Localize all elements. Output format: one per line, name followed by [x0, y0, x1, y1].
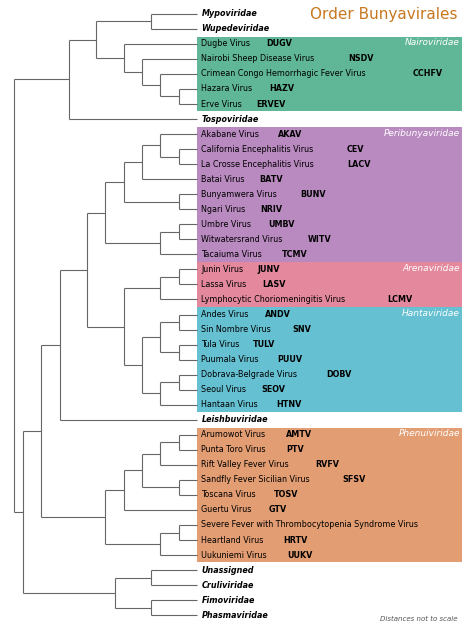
- Text: Severe Fever with Thrombocytopenia Syndrome Virus: Severe Fever with Thrombocytopenia Syndr…: [201, 520, 421, 530]
- Text: Unassigned: Unassigned: [201, 565, 254, 574]
- Text: RVFV: RVFV: [315, 460, 340, 469]
- Text: Distances not to scale: Distances not to scale: [380, 616, 458, 623]
- Text: Lymphocytic Choriomeningitis Virus: Lymphocytic Choriomeningitis Virus: [201, 295, 348, 304]
- Text: Bunyamwera Virus: Bunyamwera Virus: [201, 190, 280, 199]
- Text: Hantaviridae: Hantaviridae: [402, 309, 460, 318]
- Bar: [197, 127, 462, 262]
- Text: Erve Virus: Erve Virus: [201, 99, 245, 109]
- Text: Phasmaviridae: Phasmaviridae: [201, 611, 268, 620]
- Text: Lassa Virus: Lassa Virus: [201, 280, 249, 289]
- Text: La Crosse Encephalitis Virus: La Crosse Encephalitis Virus: [201, 160, 317, 169]
- Text: BUNV: BUNV: [300, 190, 326, 199]
- Text: JUNV: JUNV: [258, 265, 280, 274]
- Text: Ngari Virus: Ngari Virus: [201, 205, 248, 214]
- Text: HRTV: HRTV: [283, 535, 308, 545]
- Text: WITV: WITV: [308, 235, 331, 244]
- Bar: [197, 308, 462, 412]
- Text: Rift Valley Fever Virus: Rift Valley Fever Virus: [201, 460, 291, 469]
- Text: Arumowot Virus: Arumowot Virus: [201, 430, 268, 439]
- Text: Peribunyaviridae: Peribunyaviridae: [384, 129, 460, 138]
- Text: TOSV: TOSV: [274, 491, 298, 499]
- Text: Sandfly Fever Sicilian Virus: Sandfly Fever Sicilian Virus: [201, 476, 312, 484]
- Text: DOBV: DOBV: [326, 370, 351, 379]
- Text: LCMV: LCMV: [387, 295, 412, 304]
- Text: NRIV: NRIV: [261, 205, 283, 214]
- Text: Dobrava-Belgrade Virus: Dobrava-Belgrade Virus: [201, 370, 300, 379]
- Text: Andes Virus: Andes Virus: [201, 310, 251, 319]
- Text: SFSV: SFSV: [342, 476, 365, 484]
- Text: PUUV: PUUV: [277, 355, 303, 364]
- Text: Mypoviridae: Mypoviridae: [201, 9, 257, 18]
- Text: Cruliviridae: Cruliviridae: [201, 581, 254, 589]
- Text: NSDV: NSDV: [348, 55, 373, 64]
- Text: Umbre Virus: Umbre Virus: [201, 220, 254, 229]
- Bar: [197, 36, 462, 111]
- Text: Tula Virus: Tula Virus: [201, 340, 242, 349]
- Text: HTNV: HTNV: [276, 400, 302, 409]
- Text: Phenuiviridae: Phenuiviridae: [398, 430, 460, 438]
- Text: Leishbuviridae: Leishbuviridae: [201, 415, 268, 424]
- Text: CCHFV: CCHFV: [413, 69, 443, 79]
- Text: Junin Virus: Junin Virus: [201, 265, 246, 274]
- Text: Arenaviridae: Arenaviridae: [403, 264, 460, 273]
- Text: Uukuniemi Virus: Uukuniemi Virus: [201, 550, 269, 560]
- Text: Seoul Virus: Seoul Virus: [201, 385, 249, 394]
- Text: UUKV: UUKV: [288, 550, 313, 560]
- Text: Witwatersrand Virus: Witwatersrand Virus: [201, 235, 285, 244]
- Text: Akabane Virus: Akabane Virus: [201, 130, 262, 138]
- Text: ERVEV: ERVEV: [256, 99, 285, 109]
- Text: Nairobi Sheep Disease Virus: Nairobi Sheep Disease Virus: [201, 55, 317, 64]
- Text: Puumala Virus: Puumala Virus: [201, 355, 262, 364]
- Text: LACV: LACV: [347, 160, 371, 169]
- Text: LASV: LASV: [262, 280, 285, 289]
- Text: BATV: BATV: [260, 175, 283, 184]
- Text: DUGV: DUGV: [267, 40, 292, 48]
- Text: HAZV: HAZV: [269, 84, 294, 94]
- Text: Tacaiuma Virus: Tacaiuma Virus: [201, 250, 265, 259]
- Bar: [197, 428, 462, 562]
- Text: Sin Nombre Virus: Sin Nombre Virus: [201, 325, 274, 334]
- Text: CEV: CEV: [347, 145, 364, 153]
- Text: ANDV: ANDV: [264, 310, 290, 319]
- Text: PTV: PTV: [286, 445, 304, 454]
- Text: SNV: SNV: [293, 325, 311, 334]
- Text: Heartland Virus: Heartland Virus: [201, 535, 266, 545]
- Text: Nairoviridae: Nairoviridae: [405, 38, 460, 47]
- Text: Toscana Virus: Toscana Virus: [201, 491, 259, 499]
- Text: Hantaan Virus: Hantaan Virus: [201, 400, 261, 409]
- Text: Order Bunyavirales: Order Bunyavirales: [310, 6, 458, 21]
- Text: Guertu Virus: Guertu Virus: [201, 506, 255, 515]
- Text: Tospoviridae: Tospoviridae: [201, 114, 259, 123]
- Text: AKAV: AKAV: [278, 130, 302, 138]
- Text: Wupedeviridae: Wupedeviridae: [201, 25, 269, 33]
- Text: Dugbe Virus: Dugbe Virus: [201, 40, 253, 48]
- Text: TULV: TULV: [253, 340, 276, 349]
- Text: California Encephalitis Virus: California Encephalitis Virus: [201, 145, 316, 153]
- Text: Batai Virus: Batai Virus: [201, 175, 248, 184]
- Text: UMBV: UMBV: [268, 220, 294, 229]
- Text: TCMV: TCMV: [282, 250, 307, 259]
- Bar: [197, 262, 462, 307]
- Text: Punta Toro Virus: Punta Toro Virus: [201, 445, 269, 454]
- Text: GTV: GTV: [269, 506, 287, 515]
- Text: Hazara Virus: Hazara Virus: [201, 84, 255, 94]
- Text: Fimoviridae: Fimoviridae: [201, 596, 255, 604]
- Text: AMTV: AMTV: [286, 430, 312, 439]
- Text: Crimean Congo Hemorrhagic Fever Virus: Crimean Congo Hemorrhagic Fever Virus: [201, 69, 368, 79]
- Text: SEOV: SEOV: [262, 385, 285, 394]
